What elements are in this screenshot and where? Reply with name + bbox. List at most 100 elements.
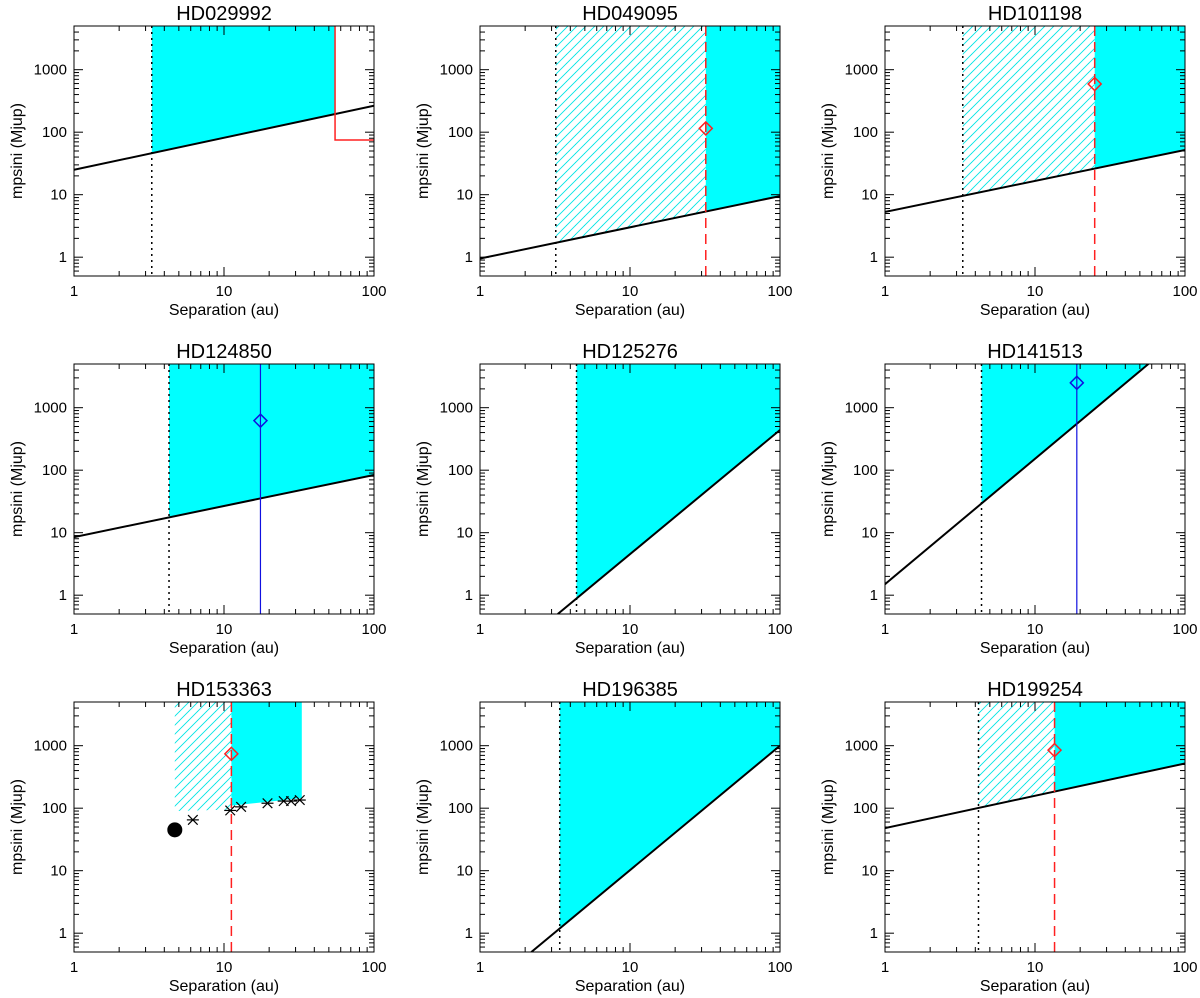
x-tick-label: 100	[361, 959, 386, 976]
y-tick-label: 1000	[845, 400, 878, 417]
panel-HD196385: 1 10 100 1 10 100 1000 HD196385 Separation (au) m…	[415, 679, 793, 995]
panel-title: HD124850	[176, 341, 272, 363]
detection-limit-line	[480, 195, 780, 260]
panel-title: HD101198	[988, 3, 1082, 25]
y-tick-label: 10	[861, 187, 878, 204]
y-axis-label: mpsini (Mjup)	[820, 779, 837, 875]
y-tick-label: 1	[59, 249, 67, 266]
y-tick-label: 1000	[845, 738, 878, 755]
x-tick-label: 1	[70, 621, 78, 638]
plot-area	[74, 26, 374, 276]
x-tick-label: 10	[622, 621, 639, 638]
y-tick-label: 10	[861, 525, 878, 542]
y-tick-label: 100	[853, 124, 878, 141]
detection-limit-line	[885, 364, 1150, 585]
plot-area	[530, 702, 780, 952]
y-tick-label: 1000	[440, 62, 473, 79]
axis-ticks	[479, 25, 780, 277]
star-marker	[261, 798, 274, 809]
y-axis-label: mpsini (Mjup)	[820, 441, 837, 537]
x-tick-label: 100	[767, 959, 792, 976]
y-tick-label: 1000	[440, 738, 473, 755]
x-tick-label: 1	[881, 283, 889, 300]
panel-title: HD199254	[987, 679, 1083, 701]
y-axis-label: mpsini (Mjup)	[415, 103, 432, 199]
red-step-line	[334, 26, 374, 141]
panel-title: HD125276	[582, 341, 678, 363]
diamond-marker	[223, 746, 239, 762]
detection-limit-line	[885, 762, 1185, 830]
x-tick-label: 1	[70, 959, 78, 976]
diamond-marker	[698, 120, 714, 136]
y-tick-label: 10	[456, 187, 473, 204]
star-marker	[293, 794, 306, 806]
axis-ticks	[884, 25, 1185, 277]
y-tick-label: 100	[853, 462, 878, 479]
diamond-marker	[1046, 742, 1063, 758]
panel-title: HD153363	[176, 679, 272, 701]
panel-HD125276: 1 10 100 1 10 100 1000 HD125276 Separation (au) m…	[415, 341, 793, 657]
solid-region	[705, 26, 780, 212]
y-tick-label: 100	[448, 462, 473, 479]
x-tick-label: 10	[216, 283, 233, 300]
detection-limit-line	[885, 148, 1185, 213]
y-tick-label: 1	[465, 925, 473, 942]
hatched-region	[962, 26, 1095, 196]
solid-region	[1054, 702, 1185, 792]
x-tick-label: 10	[216, 621, 233, 638]
y-tick-label: 1	[59, 587, 67, 604]
x-tick-label: 1	[881, 621, 889, 638]
panel-HD124850: 1 10 100 1 10 100 1000 HD124850 Separation (au) m…	[9, 341, 387, 657]
x-axis-label: Separation (au)	[169, 640, 279, 657]
panel-HD101198: 1 10 100 1 10 100 1000 HD101198 Separation (au) m…	[820, 3, 1198, 319]
x-tick-label: 100	[1172, 621, 1197, 638]
panel-title: HD196385	[582, 679, 678, 701]
x-axis-label: Separation (au)	[980, 640, 1090, 657]
hatched-region	[978, 702, 1055, 808]
solid-region	[151, 26, 336, 154]
axis-ticks	[479, 701, 780, 953]
x-tick-label: 100	[767, 283, 792, 300]
x-tick-label: 100	[361, 283, 386, 300]
y-axis-label: mpsini (Mjup)	[9, 441, 26, 537]
x-axis-label: Separation (au)	[980, 978, 1090, 995]
x-axis-label: Separation (au)	[575, 302, 685, 319]
y-tick-label: 1	[870, 249, 878, 266]
axis-ticks	[479, 363, 780, 615]
y-tick-label: 100	[42, 800, 67, 817]
y-tick-label: 100	[853, 800, 878, 817]
panel-HD153363: 1 10 100 1 10 100 1000 HD153363 Separation (au) m…	[9, 679, 387, 995]
axis-ticks	[73, 701, 374, 953]
x-tick-label: 1	[476, 959, 484, 976]
y-tick-label: 100	[448, 800, 473, 817]
x-tick-label: 10	[1027, 621, 1044, 638]
y-tick-label: 1000	[34, 400, 67, 417]
star-marker	[224, 805, 237, 816]
diamond-marker	[1087, 76, 1103, 92]
y-tick-label: 10	[50, 863, 67, 880]
solid-region	[559, 702, 780, 929]
x-tick-label: 1	[476, 621, 484, 638]
y-tick-label: 10	[861, 863, 878, 880]
x-tick-label: 1	[70, 283, 78, 300]
x-axis-label: Separation (au)	[169, 978, 279, 995]
axis-ticks	[73, 363, 374, 615]
x-tick-label: 10	[1027, 959, 1044, 976]
y-tick-label: 10	[456, 525, 473, 542]
solid-region	[169, 364, 374, 518]
panel-title: HD029992	[176, 3, 272, 25]
panel-HD141513: 1 10 100 1 10 100 1000 HD141513 Separation (au) m…	[820, 341, 1198, 657]
x-tick-label: 100	[1172, 959, 1197, 976]
hatched-region	[555, 26, 706, 243]
detection-limit-line	[557, 429, 780, 614]
y-tick-label: 10	[50, 187, 67, 204]
y-tick-label: 10	[50, 525, 67, 542]
x-tick-label: 100	[1172, 283, 1197, 300]
plot-area	[480, 26, 780, 276]
y-tick-label: 1	[465, 587, 473, 604]
plot-area	[74, 364, 374, 614]
star-marker	[285, 795, 298, 807]
solid-region	[231, 702, 302, 806]
panel-title: HD141513	[987, 341, 1083, 363]
